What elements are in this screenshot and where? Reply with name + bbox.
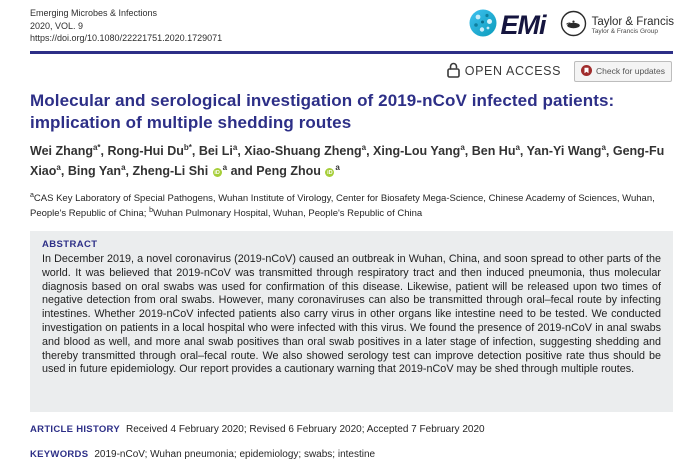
journal-info: Emerging Microbes & Infections 2020, VOL… (30, 7, 222, 45)
author: Zheng-Li Shi iDa (132, 162, 228, 178)
affiliation-list: aCAS Key Laboratory of Special Pathogens… (30, 192, 655, 220)
check-for-updates-label: Check for updates (596, 66, 665, 76)
journal-name: Emerging Microbes & Infections (30, 8, 158, 18)
author: Bei Lia (198, 143, 238, 159)
open-lock-icon (446, 62, 460, 81)
emi-virus-icon (468, 8, 498, 43)
taylor-francis-logo: Taylor & Francis Taylor & Francis Group (560, 10, 674, 42)
article-history-row: ARTICLE HISTORY Received 4 February 2020;… (30, 424, 678, 435)
author: Wei Zhanga* (30, 143, 101, 159)
author: Xing-Lou Yanga (373, 143, 465, 159)
check-for-updates-button[interactable]: Check for updates (574, 60, 672, 82)
author: Peng Zhou iDa (256, 162, 340, 178)
orcid-icon[interactable]: iD (325, 168, 335, 178)
taylor-francis-group: Taylor & Francis Group (591, 28, 659, 36)
crossmark-icon (581, 64, 593, 78)
author: Bing Yana (67, 162, 126, 178)
abstract-box: ABSTRACT In December 2019, a novel coron… (30, 231, 673, 412)
header-divider (30, 51, 673, 54)
doi-link[interactable]: https://doi.org/10.1080/22221751.2020.17… (30, 33, 223, 43)
abstract-text: In December 2019, a novel coronavirus (2… (42, 253, 661, 376)
author: Rong-Hui Dub* (107, 143, 192, 159)
author: Ben Hua (471, 143, 520, 159)
article-history-label: ARTICLE HISTORY (30, 424, 121, 435)
taylor-francis-name: Taylor & Francis (591, 15, 674, 28)
keywords-row: KEYWORDS 2019-nCoV; Wuhan pneumonia; epid… (30, 449, 678, 460)
logo-row: EMi Taylor & Francis Taylor & Francis Gr… (468, 8, 674, 43)
author-list: Wei Zhanga*, Rong-Hui Dub*, Bei Lia, Xia… (30, 143, 665, 178)
emi-journal-logo: EMi (468, 8, 547, 43)
open-access-label: OPEN ACCESS (464, 64, 562, 78)
keywords-text: 2019-nCoV; Wuhan pneumonia; epidemiology… (94, 449, 376, 460)
journal-volume: 2020, VOL. 9 (30, 20, 84, 31)
author: Yan-Yi Wanga (526, 143, 606, 159)
access-row: OPEN ACCESS Check for updates (446, 60, 672, 82)
article-title: Molecular and serological investigation … (30, 91, 615, 133)
taylor-francis-lamp-icon (560, 10, 587, 42)
article-history-text: Received 4 February 2020; Revised 6 Febr… (126, 424, 485, 435)
abstract-heading: ABSTRACT (42, 239, 98, 250)
emi-logo-text: EMi (500, 10, 547, 40)
keywords-label: KEYWORDS (30, 449, 89, 460)
author: Xiao-Shuang Zhenga (244, 143, 367, 159)
open-access-badge: OPEN ACCESS (446, 62, 562, 81)
orcid-icon[interactable]: iD (212, 168, 222, 178)
author: Geng-Fu Xiaoa (30, 144, 665, 178)
